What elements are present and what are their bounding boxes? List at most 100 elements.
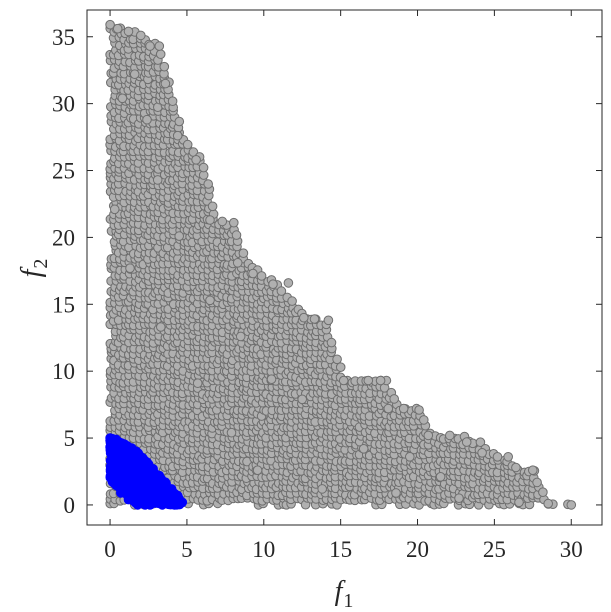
pareto-point (123, 494, 134, 505)
solution-point (198, 162, 209, 173)
solution-point (414, 405, 424, 415)
x-tick-label: 25 (483, 537, 506, 562)
solution-point (338, 375, 349, 386)
solution-point (256, 271, 267, 281)
solution-point (207, 201, 218, 212)
solution-point (398, 403, 409, 414)
solution-point (543, 498, 554, 509)
solution-point (248, 268, 258, 279)
solution-point (229, 217, 239, 228)
solution-point (389, 394, 400, 404)
x-axis: 0 5 10 15 20 25 30 (104, 10, 583, 562)
pareto-point (136, 452, 146, 462)
solution-point (383, 403, 394, 414)
solution-point (192, 378, 203, 389)
pareto-point (157, 500, 168, 510)
pareto-point (120, 460, 131, 470)
solution-point (538, 487, 548, 498)
pareto-point (172, 490, 183, 501)
pareto-point (145, 500, 155, 510)
solution-point (174, 116, 185, 127)
points-layer (105, 19, 577, 510)
solution-point (276, 286, 287, 296)
solution-point (477, 448, 487, 458)
solution-point (566, 500, 577, 510)
x-tick-label: 20 (406, 537, 429, 562)
solution-point (405, 452, 415, 462)
y-tick-label: 15 (52, 292, 75, 317)
solution-point (326, 337, 337, 348)
solution-point (514, 497, 524, 508)
pareto-point (169, 500, 180, 510)
solution-point (532, 477, 542, 488)
pareto-point (132, 500, 143, 510)
solution-point (117, 93, 128, 104)
pareto-point (108, 476, 118, 486)
solution-point (112, 23, 123, 34)
solution-point (252, 465, 263, 476)
solution-point (528, 465, 538, 476)
solution-point (435, 472, 446, 482)
pareto-point (123, 442, 134, 453)
solution-point (167, 96, 178, 106)
solution-point (323, 315, 334, 326)
solution-point (503, 452, 514, 462)
solution-point (159, 61, 170, 72)
solution-point (156, 322, 166, 332)
x-tick-label: 30 (560, 537, 583, 562)
solution-point (182, 139, 193, 150)
pareto-point (143, 484, 154, 494)
solution-point (191, 155, 201, 165)
y-tick-label: 35 (52, 25, 75, 50)
solution-point (317, 484, 328, 494)
solution-point (160, 78, 171, 89)
all-solutions-series (105, 19, 577, 510)
solution-point (142, 114, 152, 125)
y-tick-label: 20 (52, 225, 75, 250)
solution-point (145, 41, 155, 51)
solution-point (511, 462, 521, 473)
solution-point (391, 488, 401, 498)
solution-point (123, 26, 134, 37)
x-axis-label: f1 (335, 576, 354, 612)
solution-point (358, 444, 369, 454)
solution-point (203, 179, 213, 189)
solution-point (238, 248, 249, 258)
solution-point (152, 175, 163, 185)
pareto-point (142, 457, 152, 467)
solution-point (283, 278, 294, 288)
y-tick-label: 5 (64, 426, 76, 451)
solution-point (454, 493, 464, 504)
y-axis-label: f2 (16, 259, 52, 278)
solution-point (423, 430, 434, 441)
solution-point (445, 430, 455, 441)
solution-point (154, 41, 165, 51)
solution-point (235, 331, 246, 342)
solution-point (287, 296, 297, 306)
x-tick-label: 0 (104, 537, 116, 562)
solution-point (172, 130, 183, 141)
pareto-point (166, 484, 177, 494)
solution-point (125, 263, 135, 274)
x-tick-label: 10 (252, 537, 275, 562)
pareto-front-series (105, 433, 188, 510)
pareto-point (128, 472, 138, 482)
solution-point (475, 437, 486, 448)
solution-point (335, 362, 346, 373)
solution-point (174, 231, 184, 241)
x-tick-label: 15 (329, 537, 352, 562)
y-axis: 0 5 10 15 20 25 30 35 (52, 25, 602, 518)
solution-point (136, 30, 146, 41)
pareto-point (116, 488, 126, 498)
pareto-point (148, 464, 158, 474)
solution-point (205, 295, 215, 306)
solution-point (309, 314, 320, 324)
pareto-point (160, 477, 171, 488)
solution-point (492, 452, 503, 462)
y-tick-label: 25 (52, 159, 75, 184)
solution-point (299, 312, 309, 323)
y-tick-label: 0 (64, 493, 76, 518)
solution-point (363, 375, 374, 386)
solution-point (419, 415, 429, 425)
